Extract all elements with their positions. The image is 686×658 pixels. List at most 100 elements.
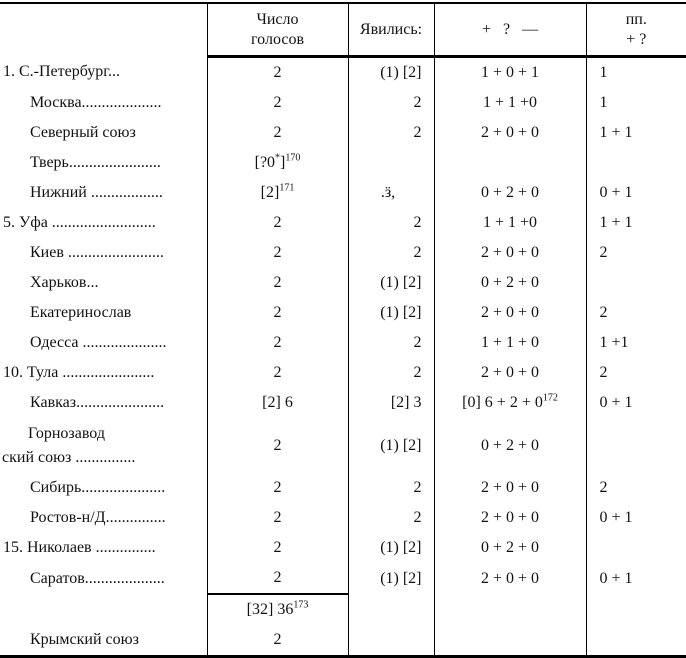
result-cell: 1 + 1 +0 xyxy=(433,88,586,118)
votes-cell: 2 xyxy=(206,208,348,238)
result-cell: 2 + 0 + 0 xyxy=(433,118,586,148)
table-row: Харьков... 2 (1) [2] 0 + 2 + 0 xyxy=(0,268,686,298)
pp-cell xyxy=(585,625,686,657)
row-label: Северный союз xyxy=(30,124,136,141)
votes-cell: 2 xyxy=(206,418,348,473)
votes-header-line2: голосов xyxy=(251,30,304,48)
result-cell: 0 + 2 + 0 xyxy=(433,418,586,473)
row-label: 5. Уфа .......................... xyxy=(3,214,156,231)
votes-cell: 2 xyxy=(206,533,348,563)
votes-cell: 2 xyxy=(206,473,348,503)
result-cell xyxy=(433,625,586,657)
result-cell: 2 + 0 + 0 xyxy=(433,358,586,388)
pp-cell: 2 xyxy=(585,473,686,503)
pp-cell: 1 xyxy=(585,88,686,118)
appeared-cell: (1) [2] xyxy=(347,533,434,563)
table-body: 1. С.-Петербург... 2 (1) [2] 1 + 0 + 1 1… xyxy=(0,56,686,657)
table-row: Крымский союз 2 xyxy=(0,625,686,657)
pp-cell xyxy=(585,418,686,473)
row-label: 15. Николаев ............... xyxy=(3,539,156,556)
table-row: Саратов.................... 2 (1) [2] 2 … xyxy=(0,563,686,594)
pp-cell xyxy=(585,268,686,298)
pp-cell: 2 xyxy=(585,298,686,328)
appeared-cell-smudge: .ӟ, xyxy=(347,178,434,208)
votes-cell: 2 xyxy=(206,328,348,358)
row-label: Москва.................... xyxy=(30,94,162,111)
total-row: [32] 36173 xyxy=(0,593,686,625)
appeared-cell: 2 xyxy=(347,88,434,118)
pp-cell: 2 xyxy=(585,238,686,268)
row-label: Нижний .................. xyxy=(30,184,163,201)
votes-cell: [2]171 xyxy=(206,178,348,208)
row-label: 10. Тула ....................... xyxy=(3,364,155,381)
label-column-header xyxy=(0,3,207,57)
row-label: Саратов.................... xyxy=(30,569,165,587)
table-row: Тверь....................... [?0*]170 xyxy=(0,148,686,178)
votes-cell: 2 xyxy=(206,563,348,594)
result-cell: 2 + 0 + 0 xyxy=(433,473,586,503)
footnote-172: 172 xyxy=(542,392,558,404)
table-row: Екатеринослав 2 (1) [2] 2 + 0 + 0 2 xyxy=(0,298,686,328)
votes-cell: 2 xyxy=(206,503,348,533)
row-label: Тверь....................... xyxy=(30,154,161,171)
result-cell: 1 + 0 + 1 xyxy=(433,56,586,88)
result-cell xyxy=(433,148,586,178)
row-label-twoline: Горнозавод ский союз ............... xyxy=(0,418,207,473)
appeared-column-header: Явились: xyxy=(347,3,434,58)
votes-value: [?0 xyxy=(254,154,276,171)
votes-cell: 2 xyxy=(206,56,348,88)
pp-cell: 1 + 1 xyxy=(585,118,686,148)
table-row: Москва.................... 2 2 1 + 1 +0 … xyxy=(0,88,686,118)
votes-cell: 2 xyxy=(206,268,348,298)
row-label-line2: ский союз ............... xyxy=(2,448,136,466)
appeared-cell: 2 xyxy=(347,118,434,148)
row-label xyxy=(0,594,207,625)
row-label: Харьков... xyxy=(30,274,99,291)
appeared-cell xyxy=(347,148,434,178)
table-header: Число голосов Явились: + ? — пп. + ? xyxy=(0,3,686,58)
result-cell: [0] 6 + 2 + 0172 xyxy=(433,388,586,418)
table-row: Нижний .................. [2]171 .ӟ, 0 +… xyxy=(0,178,686,208)
result-header-label: + ? — xyxy=(481,20,539,38)
row-label: Ростов-н/Д............... xyxy=(30,509,166,526)
votes-cell: [?0*]170 xyxy=(206,148,348,178)
footnote-173: 173 xyxy=(293,599,309,611)
table-row: Горнозавод ский союз ............... 2 (1… xyxy=(0,418,686,473)
pp-cell xyxy=(585,594,686,625)
pp-cell: 0 + 1 xyxy=(585,178,686,208)
result-cell: 0 + 2 + 0 xyxy=(433,268,586,298)
pp-cell xyxy=(585,148,686,178)
votes-value-close: ] xyxy=(280,154,286,171)
result-cell: 2 + 0 + 0 xyxy=(433,563,586,594)
row-label: Крымский союз xyxy=(30,631,139,648)
appeared-cell: 2 xyxy=(347,503,434,533)
row-label-line1: Горнозавод xyxy=(28,425,105,443)
footnote-171: 171 xyxy=(279,182,295,194)
appeared-cell xyxy=(347,625,434,657)
result-cell: 2 + 0 + 0 xyxy=(433,298,586,328)
appeared-cell: 2 xyxy=(347,358,434,388)
appeared-cell: 2 xyxy=(347,208,434,238)
result-cell: 1 + 1 + 0 xyxy=(433,328,586,358)
result-cell: 0 + 2 + 0 xyxy=(433,533,586,563)
result-cell: 1 + 1 +0 xyxy=(433,208,586,238)
table-row: Кавказ...................... [2] 6 [2] 3… xyxy=(0,388,686,418)
table-row: Киев ........................ 2 2 2 + 0 … xyxy=(0,238,686,268)
votes-column-header: Число голосов xyxy=(206,3,348,58)
table-row: 10. Тула ....................... 2 2 2 +… xyxy=(0,358,686,388)
header-row: Число голосов Явились: + ? — пп. + ? xyxy=(0,3,686,58)
table-row: 5. Уфа .......................... 2 2 1 … xyxy=(0,208,686,238)
votes-cell: [2] 6 xyxy=(206,388,348,418)
votes-total-value: [32] 36 xyxy=(246,601,294,618)
result-cell: 2 + 0 + 0 xyxy=(433,503,586,533)
row-label: Одесса ..................... xyxy=(30,334,167,351)
row-label: 1. С.-Петербург... xyxy=(3,63,121,81)
appeared-cell: (1) [2] xyxy=(347,268,434,298)
pp-cell: 0 + 1 xyxy=(585,503,686,533)
result-cell: 0 + 2 + 0 xyxy=(433,178,586,208)
table-row: 1. С.-Петербург... 2 (1) [2] 1 + 0 + 1 1 xyxy=(0,56,686,88)
appeared-cell: 2 xyxy=(347,328,434,358)
footnote-170: 170 xyxy=(285,152,301,164)
